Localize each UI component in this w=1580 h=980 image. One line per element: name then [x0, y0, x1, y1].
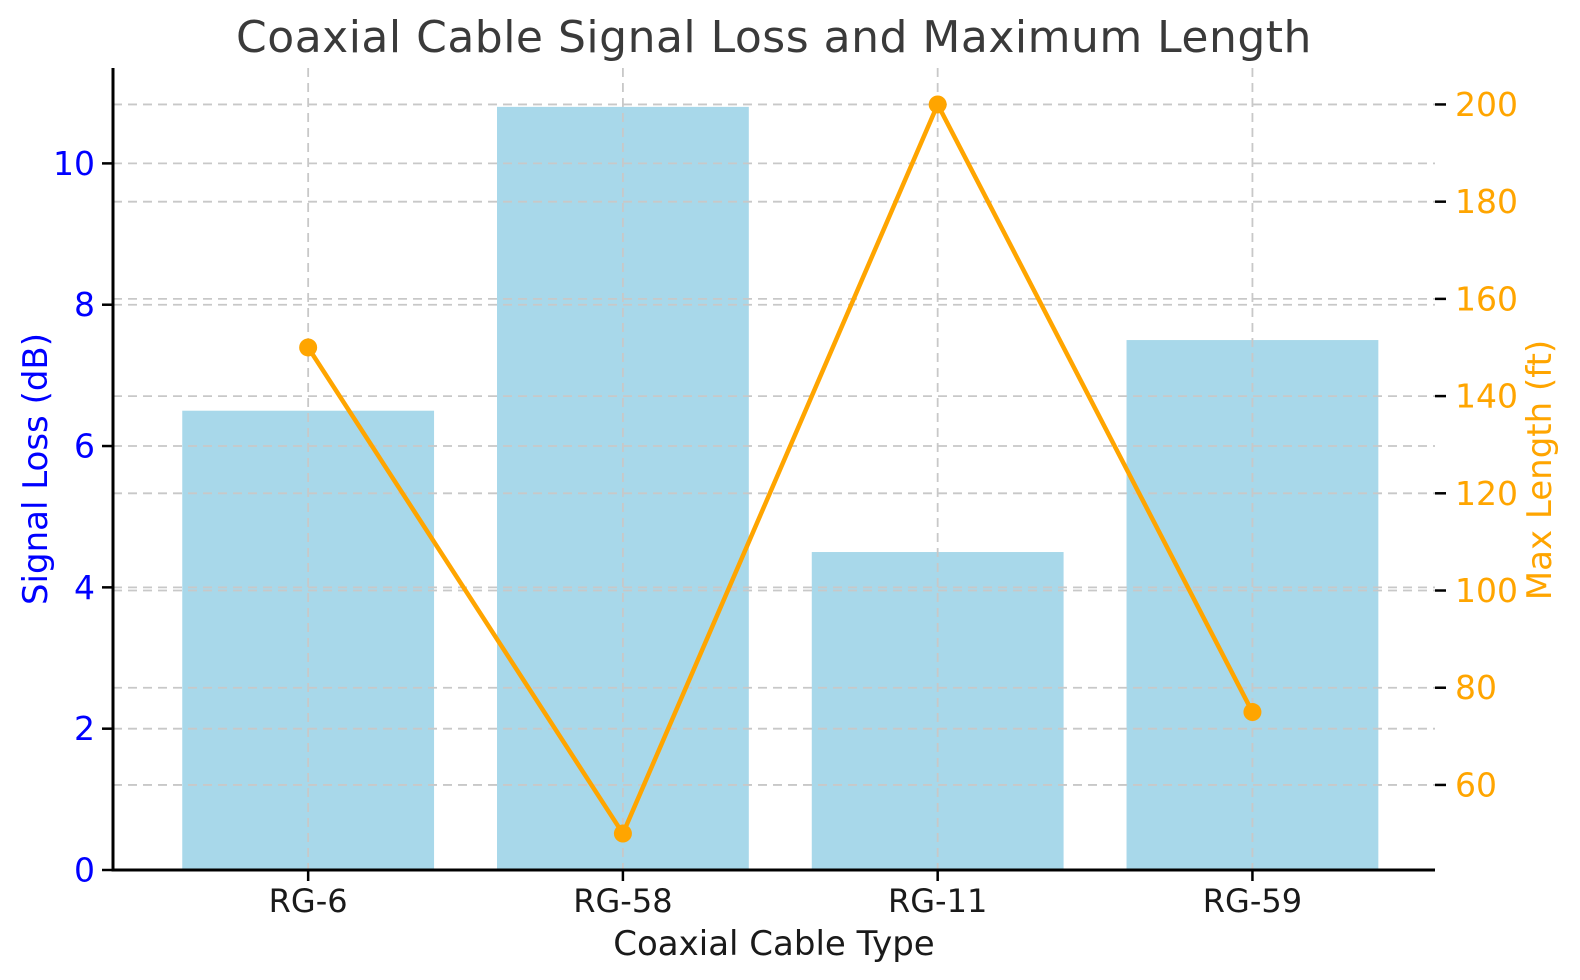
x-axis-label: Coaxial Cable Type — [613, 924, 935, 964]
left-axis-label: Signal Loss (dB) — [16, 332, 56, 606]
y-tick-label-right: 200 — [1455, 85, 1518, 124]
chart-title: Coaxial Cable Signal Loss and Maximum Le… — [236, 12, 1312, 63]
max-length-line — [305, 102, 1255, 836]
x-tick-label: RG-6 — [269, 882, 348, 920]
right-axis-label: Max Length (ft) — [1520, 339, 1560, 601]
y-tick-label-right: 100 — [1455, 571, 1518, 610]
bar-rg-11 — [811, 552, 1064, 870]
point-rg-11 — [928, 95, 947, 114]
y-tick-label-left: 10 — [53, 144, 95, 183]
y-tick-label-right: 180 — [1455, 182, 1518, 221]
y-tick-label-left: 0 — [74, 851, 95, 890]
y-tick-label-left: 8 — [74, 285, 95, 324]
y-tick-label-left: 2 — [74, 709, 95, 748]
y-tick-label-left: 6 — [74, 427, 95, 466]
x-tick-label: RG-59 — [1203, 882, 1302, 920]
point-rg-58 — [613, 824, 632, 843]
point-rg-6 — [299, 338, 318, 357]
y-tick-label-right: 140 — [1455, 377, 1518, 416]
y-tick-label-right: 80 — [1455, 668, 1497, 707]
y-tick-label-left: 4 — [74, 568, 95, 607]
point-rg-59 — [1243, 703, 1262, 722]
x-tick-label: RG-58 — [573, 882, 672, 920]
y-tick-label-right: 120 — [1455, 474, 1518, 513]
x-tick-label: RG-11 — [888, 882, 987, 920]
y-tick-label-right: 60 — [1455, 765, 1497, 804]
y-tick-label-right: 160 — [1455, 279, 1518, 318]
